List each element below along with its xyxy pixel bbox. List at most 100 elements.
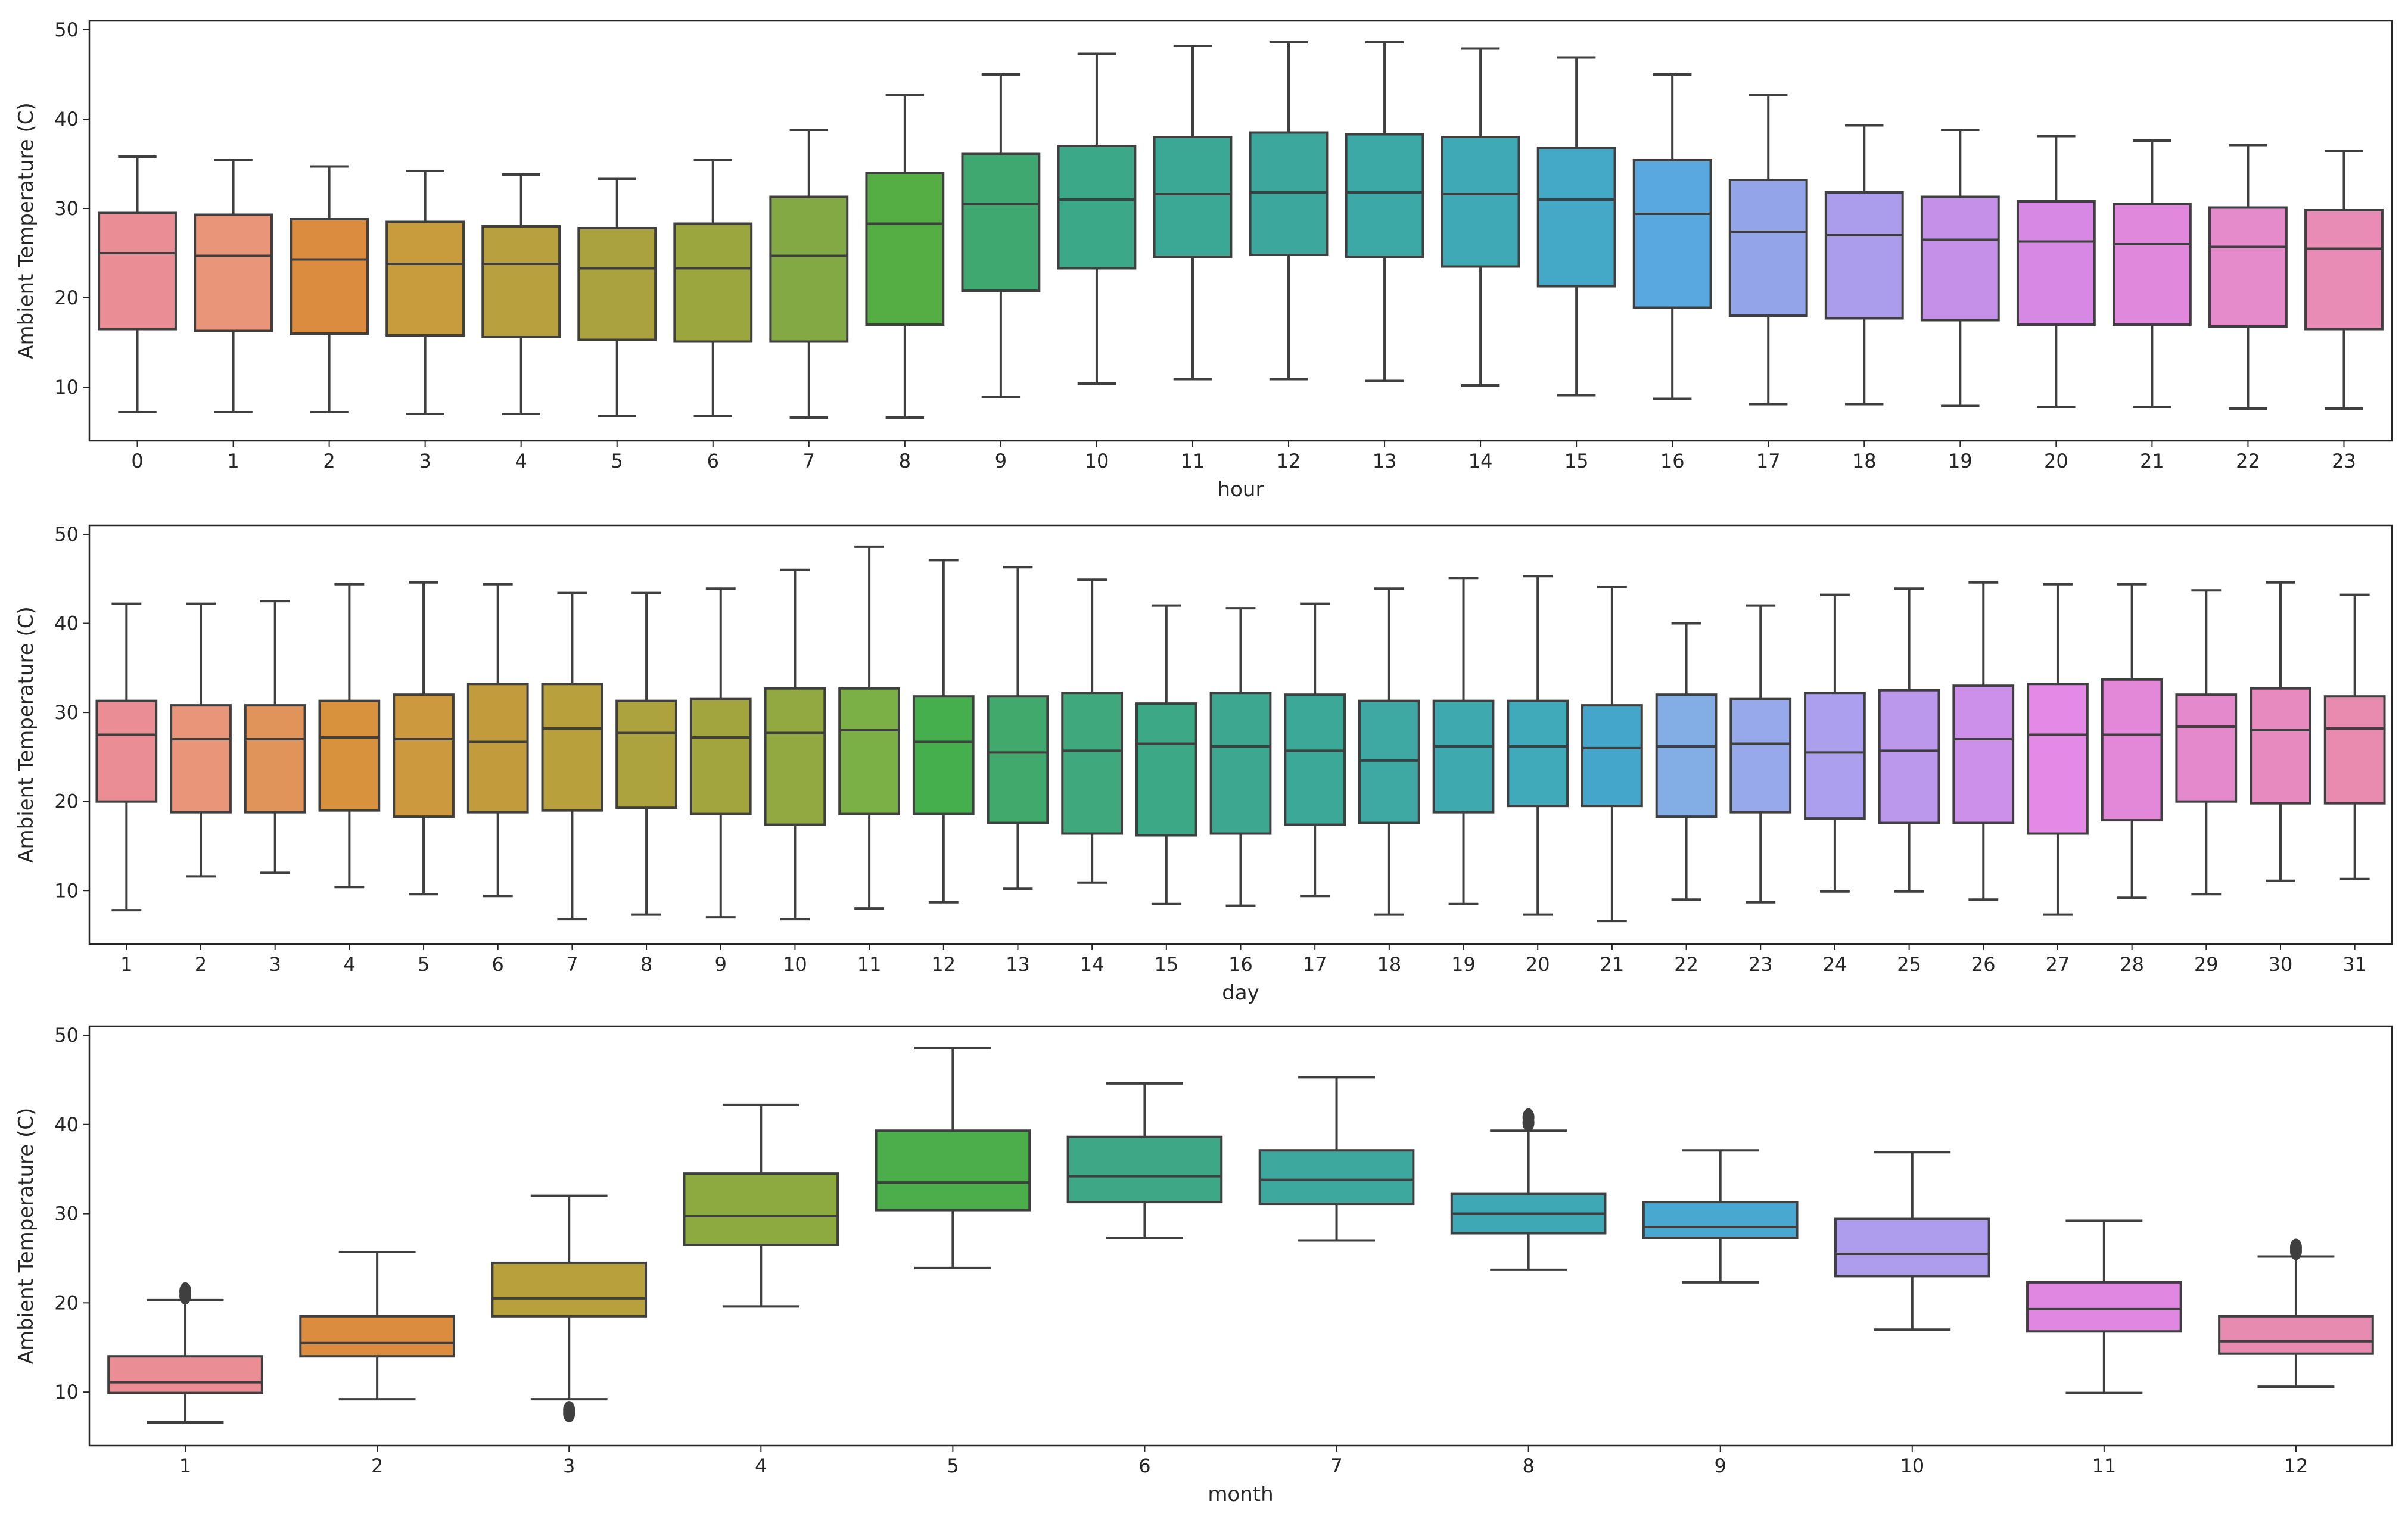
x-tick-label: 10 xyxy=(783,953,807,976)
box-body xyxy=(1209,692,1272,835)
x-tick-label: 11 xyxy=(1181,450,1205,472)
box-day-29 xyxy=(2175,589,2238,896)
y-tick-label: 40 xyxy=(54,612,79,635)
x-tick-label: 14 xyxy=(1080,953,1105,976)
box-body xyxy=(107,1355,263,1394)
x-tick-label: 4 xyxy=(515,450,527,472)
y-tick-label: 10 xyxy=(54,1381,79,1403)
box-month-8 xyxy=(1450,1108,1607,1271)
x-tick-label: 7 xyxy=(803,450,815,472)
box-body xyxy=(838,687,900,815)
box-body xyxy=(98,211,177,331)
box-day-11 xyxy=(838,545,900,910)
x-tick-label: 0 xyxy=(131,450,143,472)
box-month-5 xyxy=(875,1046,1031,1269)
box-day-5 xyxy=(393,581,455,896)
x-tick-label: 12 xyxy=(1277,450,1301,472)
box-body xyxy=(1441,136,1520,268)
box-day-25 xyxy=(1878,587,1940,893)
box-hour-17 xyxy=(1728,94,1808,406)
box-body xyxy=(1358,699,1420,824)
box-body xyxy=(1655,693,1718,818)
x-tick-label: 13 xyxy=(1373,450,1397,472)
box-day-19 xyxy=(1432,577,1495,905)
outlier-point xyxy=(563,1401,575,1419)
box-day-2 xyxy=(170,602,232,878)
box-hour-13 xyxy=(1345,41,1424,382)
box-body xyxy=(385,220,465,337)
x-tick-label: 3 xyxy=(563,1455,575,1477)
box-month-1 xyxy=(107,1282,263,1424)
x-tick-label: 29 xyxy=(2194,953,2219,976)
box-day-23 xyxy=(1729,604,1792,904)
x-tick-label: 31 xyxy=(2342,953,2367,976)
y-axis-label: Ambient Temperature (C) xyxy=(14,1108,38,1364)
box-day-31 xyxy=(2323,593,2386,880)
box-body xyxy=(764,687,826,826)
box-hour-3 xyxy=(385,170,465,415)
y-tick-label: 10 xyxy=(54,879,79,902)
x-tick-label: 8 xyxy=(640,953,652,976)
box-body xyxy=(1729,697,1792,814)
box-day-15 xyxy=(1135,604,1197,905)
box-month-3 xyxy=(491,1194,648,1423)
box-body xyxy=(2323,695,2386,805)
x-tick-label: 12 xyxy=(2284,1455,2309,1477)
x-tick-label: 26 xyxy=(1971,953,1996,976)
x-tick-label: 25 xyxy=(1897,953,1921,976)
axes-frame xyxy=(88,20,2393,442)
box-hour-21 xyxy=(2112,139,2192,408)
box-body xyxy=(170,704,232,814)
x-tick-label: 2 xyxy=(371,1455,383,1477)
box-body xyxy=(2175,693,2238,803)
box-day-13 xyxy=(987,566,1049,890)
box-day-17 xyxy=(1284,602,1346,898)
x-tick-label: 12 xyxy=(931,953,956,976)
box-month-12 xyxy=(2218,1238,2374,1388)
box-hour-20 xyxy=(2016,135,2096,408)
y-tick-label: 30 xyxy=(54,1203,79,1225)
box-hour-16 xyxy=(1632,73,1712,400)
x-tick-label: 19 xyxy=(1451,953,1476,976)
box-day-6 xyxy=(466,583,529,898)
x-tick-label: 11 xyxy=(2092,1455,2117,1477)
x-tick-label: 15 xyxy=(1154,953,1178,976)
box-body xyxy=(1061,692,1124,835)
box-hour-9 xyxy=(961,73,1041,398)
x-tick-label: 10 xyxy=(1085,450,1109,472)
axes-frame xyxy=(88,1025,2393,1447)
box-day-3 xyxy=(244,600,306,874)
box-body xyxy=(912,695,975,815)
y-tick-label: 40 xyxy=(54,108,79,130)
box-hour-0 xyxy=(98,155,177,413)
box-body xyxy=(2208,206,2288,328)
box-body xyxy=(769,195,849,343)
box-body xyxy=(1642,1201,1799,1239)
box-body xyxy=(2027,683,2089,835)
x-tick-label: 1 xyxy=(120,953,132,976)
box-month-4 xyxy=(683,1103,839,1308)
box-body xyxy=(673,222,753,343)
outlier-point xyxy=(2289,1238,2302,1257)
box-body xyxy=(1824,191,1904,320)
x-tick-label: 5 xyxy=(611,450,623,472)
x-tick-label: 22 xyxy=(1674,953,1698,976)
x-tick-label: 28 xyxy=(2120,953,2144,976)
box-body xyxy=(987,695,1049,824)
x-tick-label: 6 xyxy=(1138,1455,1150,1477)
box-body xyxy=(961,152,1041,292)
box-body xyxy=(318,699,381,812)
x-tick-label: 9 xyxy=(995,450,1007,472)
box-body xyxy=(194,213,273,332)
box-body xyxy=(1581,704,1643,808)
box-month-6 xyxy=(1066,1082,1223,1239)
x-tick-label: 2 xyxy=(323,450,335,472)
box-body xyxy=(290,218,369,335)
box-body xyxy=(2101,678,2163,822)
box-body xyxy=(615,699,677,809)
box-body xyxy=(683,1172,839,1246)
box-hour-8 xyxy=(865,94,945,419)
x-tick-label: 19 xyxy=(1948,450,1973,472)
